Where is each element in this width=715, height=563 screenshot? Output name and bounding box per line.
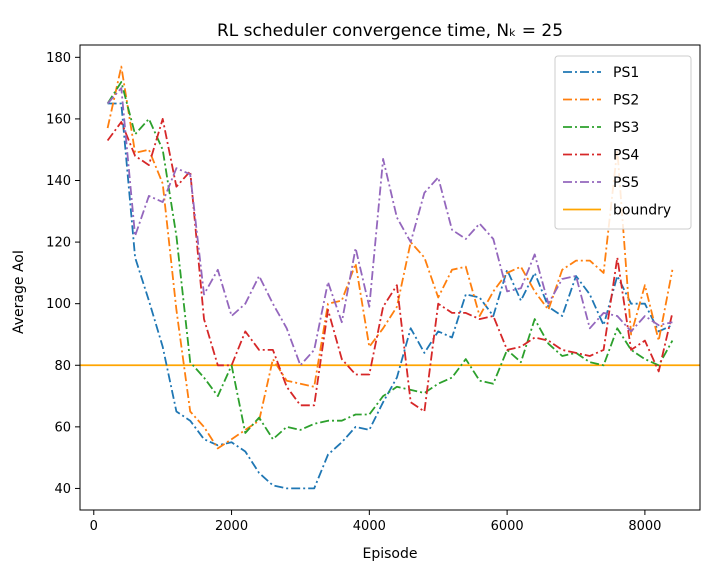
y-tick-label: 160 [46,112,71,127]
x-tick-label: 0 [90,519,98,534]
y-tick-label: 40 [54,482,71,497]
legend-label-ps4: PS4 [613,148,639,164]
series-line-ps4 [106,118,674,413]
series-line-ps2 [106,65,674,450]
y-tick-label: 60 [54,420,71,435]
plot-area [79,44,701,511]
y-tick-label: 80 [54,359,71,374]
plot-frame [79,44,701,511]
y-tick-label: 120 [46,236,71,251]
legend-label-ps2: PS2 [613,93,639,109]
legend-label-ps3: PS3 [613,120,639,136]
x-tick-label: 4000 [353,519,386,534]
y-axis-title: Average AoI [11,250,27,334]
y-tick-label: 180 [46,51,71,66]
x-axis-title: Episode [363,546,418,562]
y-tick-label: 140 [46,174,71,189]
x-tick-label: 6000 [491,519,524,534]
series-line-ps5 [106,87,673,367]
y-tick-label: 100 [46,297,71,312]
legend: PS1 PS2 PS3 PS4 PS5 boundry [554,55,692,230]
y-axis: 40 60 80 100 120 140 160 180 [46,51,80,497]
legend-label-boundry: boundry [613,203,671,219]
series-line-ps1 [107,102,673,490]
x-tick-label: 2000 [215,519,248,534]
legend-label-ps1: PS1 [613,65,639,81]
x-tick-label: 8000 [628,519,661,534]
legend-label-ps5: PS5 [613,175,639,191]
series-line-ps3 [106,81,674,441]
x-axis: 0 2000 4000 6000 8000 [90,510,661,534]
chart-title: RL scheduler convergence time, Nₖ = 25 [217,21,563,41]
data-layer [80,65,700,490]
